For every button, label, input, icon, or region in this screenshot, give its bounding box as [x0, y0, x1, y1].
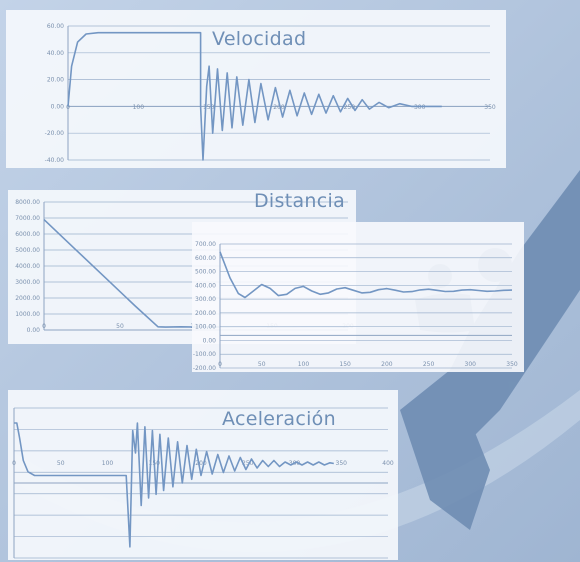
y-tick-label: 300.00	[195, 296, 216, 303]
x-tick-label: 0	[42, 323, 46, 330]
y-tick-label: 20.00	[47, 77, 64, 84]
y-tick-label: 500.00	[195, 269, 216, 276]
posicion-chart: 700.00600.00500.00400.00300.00200.00100.…	[193, 241, 518, 372]
x-tick-label: 250	[344, 104, 356, 111]
y-tick-label: 2000.00	[15, 295, 40, 302]
series-line	[14, 422, 334, 548]
y-tick-label: 400.00	[195, 282, 216, 289]
x-tick-label: 50	[258, 361, 266, 368]
y-tick-label: 60.00	[47, 23, 64, 30]
y-tick-label: 6000.00	[15, 231, 40, 238]
aceleracion-chart: 0 50 100 150 200 250 300 350 400	[12, 407, 394, 559]
x-tick-label: 150	[203, 104, 215, 111]
x-tick-label: 350	[484, 104, 496, 111]
x-tick-label: 350	[336, 460, 348, 467]
velocidad-chart-title: Velocidad	[212, 28, 307, 50]
velocidad-chart: 60.00 40.00 20.00 0.00 -20.00 -40.00 0 100 150 20…	[45, 23, 496, 164]
y-tick-label: 1000.00	[15, 311, 40, 318]
y-tick-label: -20.00	[45, 130, 65, 137]
velocidad-chart-panel: 60.00 40.00 20.00 0.00 -20.00 -40.00 0 100 150 20…	[6, 10, 506, 168]
x-tick-label: 0	[66, 104, 70, 111]
y-tick-label: 0.00	[27, 327, 41, 334]
x-tick-label: 200	[195, 460, 207, 467]
aceleracion-chart-title: Aceleración	[222, 408, 336, 430]
x-tick-label: 200	[381, 361, 393, 368]
x-tick-label: 250	[423, 361, 435, 368]
y-tick-label: 200.00	[195, 310, 216, 317]
x-tick-label: 250	[242, 460, 254, 467]
y-tick-label: 4000.00	[15, 263, 40, 270]
x-tick-label: 300	[465, 361, 477, 368]
y-tick-label: -200.00	[193, 365, 216, 372]
y-tick-label: 5000.00	[15, 247, 40, 254]
aceleracion-chart-panel: 0 50 100 150 200 250 300 350 400 Aceleración	[8, 390, 398, 560]
y-tick-label: 100.00	[195, 324, 216, 331]
x-tick-label: 50	[57, 460, 65, 467]
x-tick-label: 100	[298, 361, 310, 368]
y-tick-label: 700.00	[195, 241, 216, 248]
x-tick-label: 100	[102, 460, 114, 467]
y-tick-label: 7000.00	[15, 215, 40, 222]
y-tick-label: 0.00	[51, 103, 65, 110]
series-line	[219, 251, 513, 299]
x-tick-label: 150	[339, 361, 351, 368]
x-tick-label: 50	[116, 323, 124, 330]
x-tick-label: 200	[273, 104, 285, 111]
y-tick-label: 3000.00	[15, 279, 40, 286]
y-tick-label: 40.00	[47, 50, 64, 57]
y-tick-label: 600.00	[195, 255, 216, 262]
series-line	[67, 31, 442, 161]
x-tick-label: 400	[382, 460, 394, 467]
posicion-chart-panel: 700.00 600.00 500.00 400.00 300.00 200.00 100.…	[192, 222, 524, 372]
y-tick-label: -100.00	[193, 351, 216, 358]
y-tick-label: 8000.00	[15, 199, 40, 206]
x-tick-label: 100	[133, 104, 145, 111]
x-tick-label: 0	[12, 460, 16, 467]
y-tick-label: -40.00	[45, 157, 65, 164]
x-tick-label: 350	[506, 361, 518, 368]
x-tick-label: 300	[414, 104, 426, 111]
distancia-chart-title: Distancia	[254, 190, 346, 212]
y-tick-label: 0.00	[203, 337, 217, 344]
x-tick-label: 0	[218, 361, 222, 368]
